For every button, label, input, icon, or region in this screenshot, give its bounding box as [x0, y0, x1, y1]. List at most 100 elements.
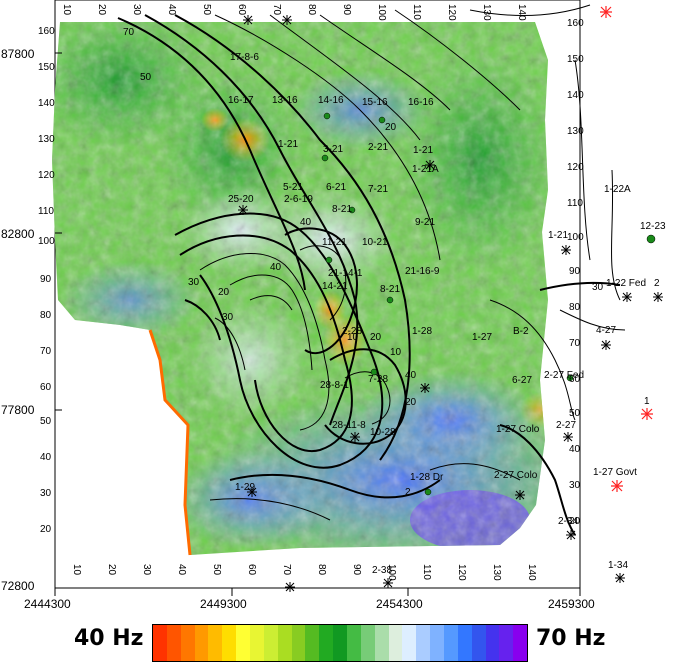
- bottom-tick: 80: [316, 564, 327, 576]
- top-tick: 110: [411, 4, 422, 20]
- colorbar-swatch: [360, 625, 375, 661]
- map-frame: [54, 0, 581, 589]
- well-label: 14-21: [322, 281, 348, 292]
- contour-label: 70: [123, 27, 135, 38]
- colorbar-swatch: [485, 625, 500, 661]
- well-label: 14-16: [318, 95, 344, 106]
- contour-label: 30: [222, 312, 234, 323]
- well-label: 4-27: [596, 325, 616, 336]
- contour-label-group: 70 50 20 40 30 20 10 30 20 20 2 40 10 40…: [123, 27, 604, 498]
- well-label: 2-6-19: [284, 194, 313, 205]
- right-tick: 70: [569, 338, 581, 349]
- bottom-tick: 20: [106, 564, 117, 576]
- colorbar-swatch: [430, 625, 445, 661]
- bottom-tick: 30: [141, 564, 152, 576]
- colorbar-swatch: [402, 625, 417, 661]
- frequency-raster: [52, 22, 548, 555]
- well-label: 2-27 Fed: [544, 370, 584, 381]
- colorbar-swatch: [444, 625, 458, 661]
- contour-label: 20: [218, 287, 230, 298]
- well-label: 2-28: [342, 326, 362, 337]
- well-label: 8-21: [380, 284, 400, 295]
- y-axis-label: 87800: [1, 47, 35, 61]
- colorbar-max-label: 70 Hz: [536, 626, 606, 651]
- colorbar-swatch: [263, 625, 278, 661]
- well-label: 1-28: [412, 326, 432, 337]
- left-tick: 100: [38, 236, 55, 247]
- right-tick: 160: [567, 18, 584, 29]
- well-label: 2-27: [556, 420, 576, 431]
- contour-lines: [117, 4, 626, 536]
- top-tick: 30: [131, 4, 142, 16]
- well-label: 10-28: [370, 427, 396, 438]
- well-label: 28-8-1: [320, 380, 349, 391]
- well-label: 7-21: [368, 184, 388, 195]
- well-label: 25-20: [228, 194, 254, 205]
- top-tick: 70: [271, 4, 282, 16]
- well-label: 2: [654, 278, 660, 289]
- colorbar: [152, 624, 528, 662]
- bottom-tick: 60: [246, 564, 257, 576]
- right-tick: 80: [569, 302, 581, 313]
- colorbar-swatch: [471, 625, 486, 661]
- contour-label: 30: [592, 282, 604, 293]
- right-tick: 110: [567, 198, 583, 209]
- contour-label: 10: [347, 332, 359, 343]
- left-tick: 20: [40, 524, 52, 535]
- right-tick: 20: [569, 516, 581, 527]
- well-label: 1-21: [548, 230, 568, 241]
- right-tick: 40: [569, 444, 581, 455]
- top-tick: 130: [481, 4, 492, 21]
- right-tick: 90: [569, 266, 581, 277]
- y-axis-label: 72800: [1, 579, 35, 593]
- right-tick: 120: [567, 162, 584, 173]
- well-label: 2-21: [368, 142, 388, 153]
- left-tick: 140: [38, 98, 55, 109]
- left-tick: 70: [40, 346, 52, 357]
- y-axis: 87800 82800 77800 72800: [1, 47, 62, 593]
- contour-label: 40: [300, 217, 312, 228]
- well-label: 6-21: [326, 182, 346, 193]
- well-label: 1-29: [235, 482, 255, 493]
- top-tick: 100: [376, 4, 387, 21]
- contour-label: 40: [405, 370, 417, 381]
- well-labels: 17-8-6 16-17 13-16 14-16 15-16 16-16 1-2…: [228, 52, 666, 576]
- well-label: 13-16: [272, 95, 298, 106]
- top-tick: 90: [341, 4, 352, 16]
- colorbar-swatch: [333, 625, 348, 661]
- well-label: 11-21: [322, 237, 347, 248]
- contour-label: 10: [390, 347, 402, 358]
- x-axis-label: 2459300: [548, 597, 595, 611]
- well-dot-icon: [321, 112, 656, 496]
- left-tick: 90: [40, 274, 52, 285]
- bottom-tick: 130: [491, 564, 502, 581]
- contour-label: 50: [140, 72, 152, 83]
- left-tick: 150: [38, 62, 55, 73]
- x-axis-label: 2454300: [376, 597, 423, 611]
- bottom-tick: 10: [71, 564, 82, 576]
- well-star-icon: [238, 15, 663, 592]
- colorbar-swatch: [250, 625, 264, 661]
- left-tick: 40: [40, 452, 52, 463]
- well-label: 1-21: [278, 139, 298, 150]
- well-label: 9-21: [415, 217, 435, 228]
- well-label: 12-23: [640, 221, 666, 232]
- colorbar-swatch: [319, 625, 334, 661]
- well-label: 2-34: [558, 516, 578, 527]
- colorbar-swatch: [499, 625, 514, 661]
- bottom-tick: 70: [281, 564, 292, 576]
- colorbar-swatch: [291, 625, 306, 661]
- bottom-tick: 100: [386, 564, 397, 581]
- right-tick: 150: [567, 54, 584, 65]
- right-tick: 30: [569, 480, 581, 491]
- right-tick: 140: [567, 90, 584, 101]
- x-axis: 2444300 2449300 2454300 2459300: [24, 588, 595, 611]
- well-label: 7-28: [368, 374, 388, 385]
- colorbar-swatch: [347, 625, 361, 661]
- well-label: 1-28 Dr: [410, 472, 444, 483]
- top-ticks: 10 20 30 40 50 60 70 80 90 100 110 120 1…: [61, 4, 527, 21]
- left-tick: 30: [40, 488, 52, 499]
- colorbar-swatch: [222, 625, 237, 661]
- colorbar-swatch: [416, 625, 431, 661]
